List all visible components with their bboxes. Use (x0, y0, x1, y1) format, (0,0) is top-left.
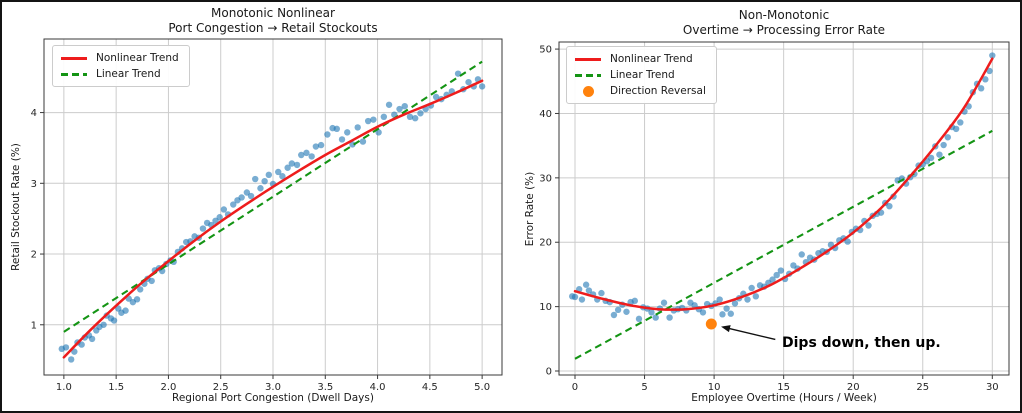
svg-text:30: 30 (539, 173, 552, 184)
svg-text:3.0: 3.0 (265, 382, 281, 393)
gridlines (559, 42, 1009, 375)
svg-text:50: 50 (539, 45, 552, 56)
right-chart-title-line1: Non-Monotonic (738, 8, 830, 22)
left-legend: Nonlinear Trend Linear Trend (52, 45, 190, 87)
svg-text:4.0: 4.0 (370, 382, 386, 393)
legend-label: Direction Reversal (610, 85, 706, 97)
svg-text:4: 4 (31, 108, 37, 119)
left-chart-title-line1: Monotonic Nonlinear (211, 6, 335, 20)
direction-reversal-point (705, 318, 717, 330)
svg-text:25: 25 (916, 382, 929, 393)
left-plot: 1.0 1.5 2.0 2.5 3.0 3.5 4.0 4.5 5.0 1 2 3 4 (31, 38, 503, 393)
svg-text:0: 0 (546, 367, 552, 378)
nonlinear-trend-curve (573, 57, 994, 311)
svg-text:10: 10 (539, 302, 552, 313)
legend-item-direction-reversal: Direction Reversal (575, 85, 706, 97)
legend-label: Linear Trend (96, 68, 161, 80)
svg-text:2: 2 (31, 250, 37, 261)
right-legend: Nonlinear Trend Linear Trend Direction R… (566, 46, 717, 104)
right-plot: 0 5 10 15 20 25 30 0 10 20 30 40 50 (539, 41, 1010, 393)
nonlinear-trend-line-icon (575, 53, 601, 65)
legend-item-linear-trend: Linear Trend (575, 69, 706, 81)
right-y-axis-label: Error Rate (%) (524, 171, 536, 247)
nonlinear-trend-curve (62, 79, 484, 359)
svg-text:20: 20 (539, 238, 552, 249)
gridlines (44, 39, 502, 375)
svg-text:2.0: 2.0 (160, 382, 176, 393)
legend-label: Nonlinear Trend (610, 53, 693, 65)
svg-text:5: 5 (641, 382, 647, 393)
right-chart-title: Non-Monotonic Overtime → Processing Erro… (559, 8, 1009, 38)
legend-label: Linear Trend (610, 69, 675, 81)
left-chart-title: Monotonic Nonlinear Port Congestion → Re… (44, 6, 502, 36)
legend-item-nonlinear-trend: Nonlinear Trend (61, 52, 179, 64)
legend-item-nonlinear-trend: Nonlinear Trend (575, 53, 706, 65)
annotation-arrowhead (721, 325, 731, 333)
right-x-axis-label: Employee Overtime (Hours / Week) (691, 392, 877, 404)
direction-reversal-dot-icon (575, 85, 601, 97)
axis-ticks: 1.0 1.5 2.0 2.5 3.0 3.5 4.0 4.5 5.0 1 2 3 4 (31, 108, 490, 393)
annotation-arrow-line (726, 327, 776, 341)
left-chart-title-line2: Port Congestion → Retail Stockouts (168, 21, 378, 35)
svg-text:0: 0 (572, 382, 578, 393)
axis-ticks: 0 5 10 15 20 25 30 0 10 20 30 40 50 (539, 45, 998, 393)
svg-text:1.0: 1.0 (56, 382, 72, 393)
svg-text:15: 15 (777, 382, 790, 393)
nonlinear-trend-line-icon (61, 52, 87, 64)
left-x-axis-label: Regional Port Congestion (Dwell Days) (172, 392, 374, 404)
svg-text:3.5: 3.5 (317, 382, 333, 393)
linear-trend-dashed-line-icon (61, 68, 87, 80)
svg-text:30: 30 (986, 382, 999, 393)
annotation-dips-down-then-up: Dips down, then up. (782, 335, 941, 351)
svg-text:1: 1 (31, 320, 37, 331)
legend-label: Nonlinear Trend (96, 52, 179, 64)
legend-item-linear-trend: Linear Trend (61, 68, 179, 80)
svg-text:40: 40 (539, 109, 552, 120)
svg-text:5.0: 5.0 (474, 382, 490, 393)
scatter-points (58, 70, 486, 363)
svg-text:2.5: 2.5 (213, 382, 229, 393)
svg-text:1.5: 1.5 (108, 382, 124, 393)
linear-trend-line (574, 129, 993, 360)
linear-trend-dashed-line-icon (575, 69, 601, 81)
svg-text:20: 20 (847, 382, 860, 393)
linear-trend-line (63, 60, 483, 333)
right-chart-title-line2: Overtime → Processing Error Rate (682, 23, 886, 37)
svg-text:10: 10 (708, 382, 721, 393)
svg-text:3: 3 (31, 179, 37, 190)
left-y-axis-label: Retail Stockout Rate (%) (10, 143, 22, 271)
svg-text:4.5: 4.5 (422, 382, 438, 393)
